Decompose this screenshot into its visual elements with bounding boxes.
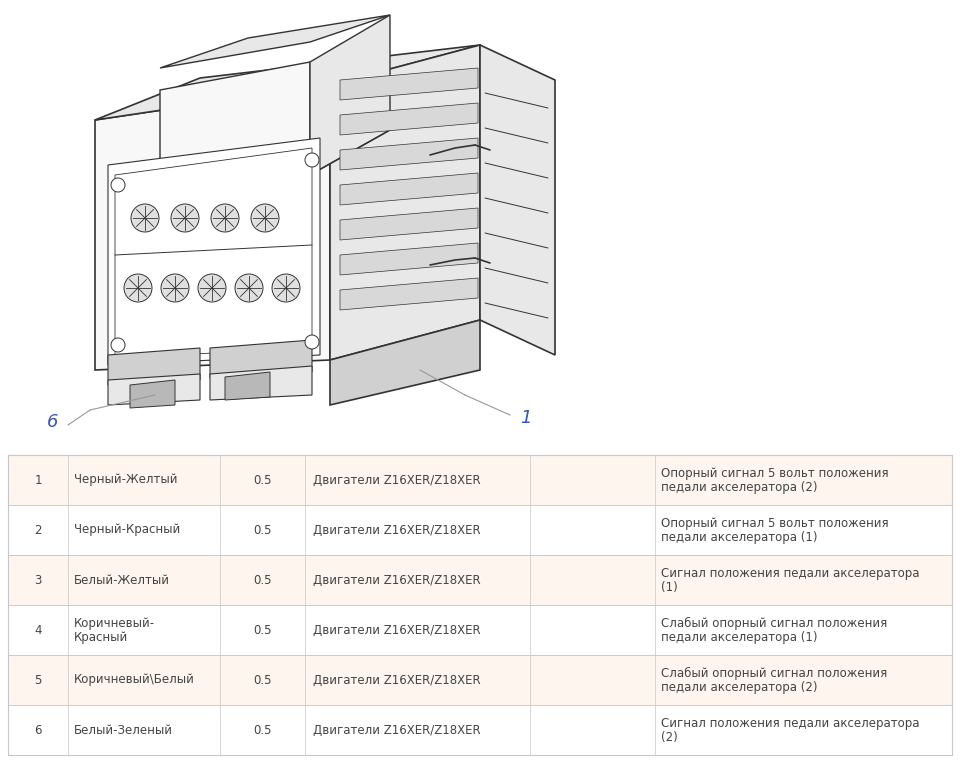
Text: Двигатели Z16XER/Z18XER: Двигатели Z16XER/Z18XER	[313, 673, 481, 686]
Polygon shape	[340, 278, 478, 310]
Text: 0.5: 0.5	[253, 724, 272, 737]
Polygon shape	[340, 208, 478, 240]
Text: Опорный сигнал 5 вольт положения: Опорный сигнал 5 вольт положения	[661, 466, 889, 479]
Circle shape	[235, 274, 263, 302]
Text: педали акселератора (2): педали акселератора (2)	[661, 682, 818, 695]
Bar	[8, 505, 952, 555]
Text: Слабый опорный сигнал положения: Слабый опорный сигнал положения	[661, 616, 887, 629]
Circle shape	[305, 153, 319, 167]
Text: Коричневый-: Коричневый-	[74, 617, 156, 631]
Text: 1: 1	[35, 473, 41, 486]
Circle shape	[198, 274, 226, 302]
Text: 6: 6	[46, 413, 58, 431]
Bar	[8, 655, 952, 705]
Text: педали акселератора (1): педали акселератора (1)	[661, 632, 818, 645]
Polygon shape	[225, 372, 270, 400]
Text: 6: 6	[35, 724, 41, 737]
Circle shape	[111, 178, 125, 192]
Polygon shape	[480, 45, 555, 355]
Text: Черный-Красный: Черный-Красный	[74, 524, 180, 537]
Polygon shape	[95, 85, 330, 370]
Text: 2: 2	[35, 524, 41, 537]
Text: Двигатели Z16XER/Z18XER: Двигатели Z16XER/Z18XER	[313, 473, 481, 486]
Text: Двигатели Z16XER/Z18XER: Двигатели Z16XER/Z18XER	[313, 524, 481, 537]
Text: Красный: Красный	[74, 632, 129, 645]
Polygon shape	[340, 68, 478, 100]
Circle shape	[305, 335, 319, 349]
Circle shape	[161, 274, 189, 302]
Polygon shape	[330, 320, 480, 405]
Text: Слабый опорный сигнал положения: Слабый опорный сигнал положения	[661, 667, 887, 680]
Bar	[8, 555, 952, 605]
Polygon shape	[210, 366, 312, 400]
Text: Коричневый\Белый: Коричневый\Белый	[74, 673, 195, 686]
Circle shape	[272, 274, 300, 302]
Text: 0.5: 0.5	[253, 574, 272, 587]
Polygon shape	[108, 138, 320, 365]
Polygon shape	[108, 374, 200, 405]
Polygon shape	[310, 15, 390, 175]
Text: Белый-Желтый: Белый-Желтый	[74, 574, 170, 587]
Text: 0.5: 0.5	[253, 623, 272, 636]
Text: Двигатели Z16XER/Z18XER: Двигатели Z16XER/Z18XER	[313, 623, 481, 636]
Text: (2): (2)	[661, 731, 678, 744]
Circle shape	[211, 204, 239, 232]
Text: Двигатели Z16XER/Z18XER: Двигатели Z16XER/Z18XER	[313, 574, 481, 587]
Circle shape	[111, 338, 125, 352]
Text: Черный-Желтый: Черный-Желтый	[74, 473, 178, 486]
Text: Сигнал положения педали акселератора: Сигнал положения педали акселератора	[661, 566, 920, 579]
Text: Белый-Зеленый: Белый-Зеленый	[74, 724, 173, 737]
Polygon shape	[210, 340, 312, 378]
Bar	[8, 705, 952, 755]
Text: 5: 5	[35, 673, 41, 686]
Text: 4: 4	[35, 623, 41, 636]
Text: Сигнал положения педали акселератора: Сигнал положения педали акселератора	[661, 717, 920, 730]
Text: Опорный сигнал 5 вольт положения: Опорный сигнал 5 вольт положения	[661, 517, 889, 530]
Polygon shape	[160, 62, 310, 195]
Text: педали акселератора (1): педали акселератора (1)	[661, 531, 818, 545]
Circle shape	[131, 204, 159, 232]
Text: педали акселератора (2): педали акселератора (2)	[661, 482, 818, 495]
Polygon shape	[95, 45, 480, 120]
Polygon shape	[340, 243, 478, 275]
Polygon shape	[340, 103, 478, 135]
Polygon shape	[330, 45, 480, 360]
Bar	[8, 455, 952, 505]
Polygon shape	[130, 380, 175, 408]
Text: 0.5: 0.5	[253, 473, 272, 486]
Circle shape	[124, 274, 152, 302]
Polygon shape	[340, 138, 478, 170]
Bar	[8, 605, 952, 655]
Polygon shape	[160, 15, 390, 68]
Text: (1): (1)	[661, 581, 678, 594]
Circle shape	[171, 204, 199, 232]
Text: 1: 1	[520, 409, 532, 427]
Text: Двигатели Z16XER/Z18XER: Двигатели Z16XER/Z18XER	[313, 724, 481, 737]
Text: 3: 3	[35, 574, 41, 587]
Polygon shape	[108, 348, 200, 385]
Circle shape	[251, 204, 279, 232]
Polygon shape	[340, 173, 478, 205]
Text: 0.5: 0.5	[253, 524, 272, 537]
Text: 0.5: 0.5	[253, 673, 272, 686]
